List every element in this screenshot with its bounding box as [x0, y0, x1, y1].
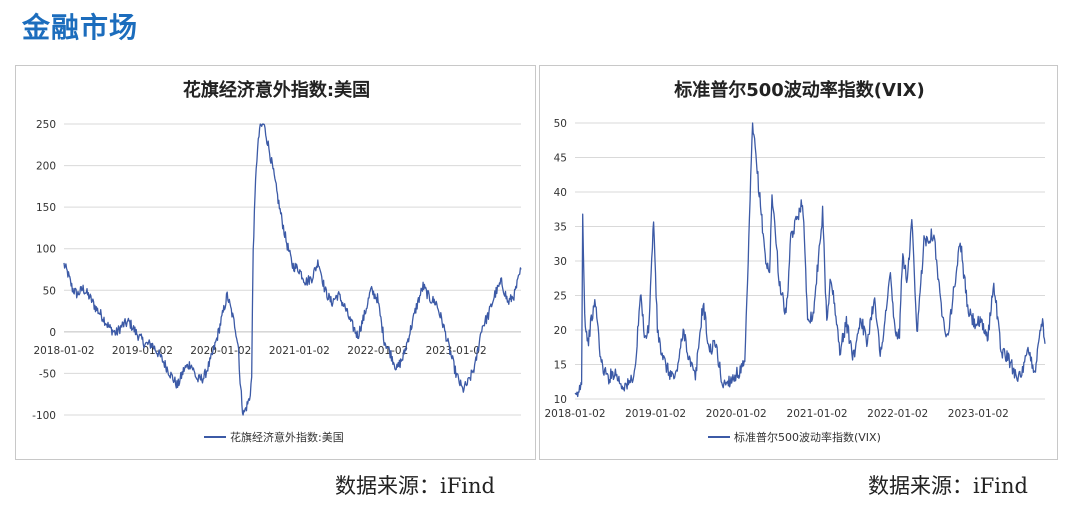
chart-panel-citi-surprise: 花旗经济意外指数:美国 250 200 150 100 50 0 -50 -100 2018-01… — [15, 65, 536, 460]
y-tick-label: 200 — [36, 161, 56, 173]
y-tick-label: 35 — [554, 222, 567, 234]
chart-vix: 标准普尔500波动率指数(VIX) 50 45 40 35 30 25 20 15 10 2018-… — [544, 79, 1046, 444]
x-tick-label: 2019-01-02 — [112, 345, 173, 357]
y-tick-label: 40 — [554, 187, 567, 199]
x-tick-label: 2019-01-02 — [625, 408, 686, 420]
data-source-right: 数据来源：iFind — [868, 474, 1028, 498]
y-tick-label: 150 — [36, 202, 56, 214]
x-tick-label: 2018-01-02 — [544, 408, 605, 420]
y-tick-label: 100 — [36, 244, 56, 256]
series-line — [63, 123, 522, 416]
y-tick-label: 10 — [554, 394, 567, 406]
y-tick-label: 25 — [554, 291, 567, 303]
legend-label: 标准普尔500波动率指数(VIX) — [734, 430, 881, 444]
x-tick-label: 2023-01-02 — [948, 408, 1009, 420]
legend-label: 花旗经济意外指数:美国 — [230, 430, 344, 444]
y-tick-label: 50 — [43, 285, 56, 297]
x-tick-label: 2018-01-02 — [33, 345, 94, 357]
x-tick-label: 2021-01-02 — [787, 408, 848, 420]
x-tick-label: 2020-01-02 — [706, 408, 767, 420]
chart-title: 标准普尔500波动率指数(VIX) — [673, 79, 925, 101]
y-tick-label: 50 — [554, 118, 567, 130]
y-tick-label: 20 — [554, 325, 567, 337]
y-tick-label: -50 — [39, 368, 56, 380]
x-tick-label: 2022-01-02 — [347, 345, 408, 357]
section-title: 金融市场 — [22, 11, 139, 44]
x-tick-label: 2020-01-02 — [190, 345, 251, 357]
y-tick-label: 15 — [554, 360, 567, 372]
y-tick-label: 0 — [49, 327, 56, 339]
x-tick-label: 2023-01-02 — [426, 345, 487, 357]
x-tick-label: 2021-01-02 — [269, 345, 330, 357]
y-tick-label: 250 — [36, 119, 56, 131]
chart-panel-vix: 标准普尔500波动率指数(VIX) 50 45 40 35 30 25 20 15 10 2018-… — [539, 65, 1058, 460]
y-tick-label: 45 — [554, 153, 567, 165]
x-tick-label: 2022-01-02 — [867, 408, 928, 420]
chart-title: 花旗经济意外指数:美国 — [183, 79, 370, 101]
chart-citi-surprise: 花旗经济意外指数:美国 250 200 150 100 50 0 -50 -100 2018-01… — [32, 79, 522, 444]
data-source-left: 数据来源：iFind — [335, 474, 495, 498]
y-tick-label: -100 — [32, 410, 56, 422]
y-tick-label: 30 — [554, 256, 567, 268]
series-line — [574, 122, 1046, 398]
